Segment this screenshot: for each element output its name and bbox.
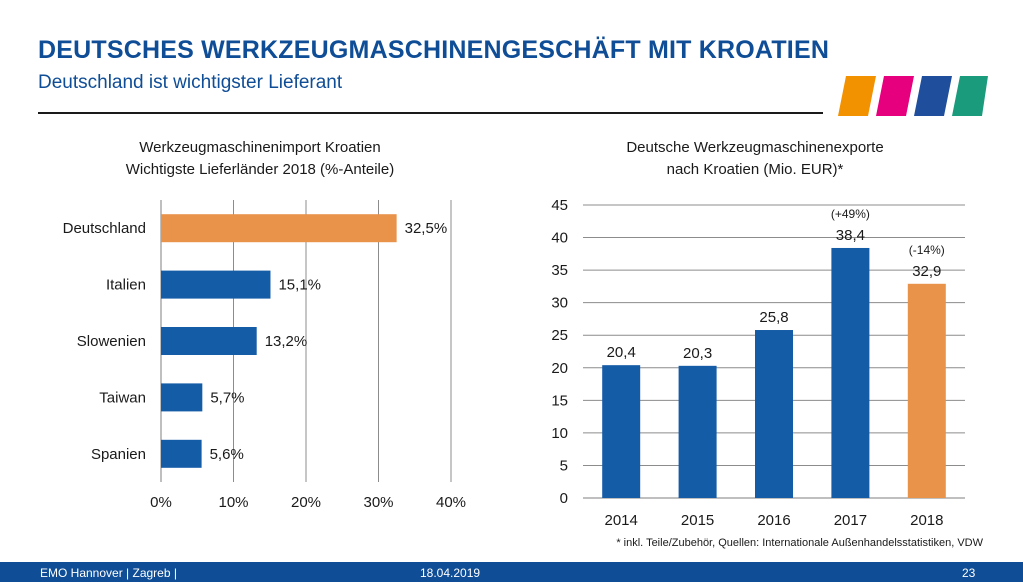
bar-taiwan [161, 383, 203, 412]
footer-page-number: 23 [962, 566, 976, 580]
x-tick-label: 2016 [757, 512, 790, 529]
x-tick-label: 0% [150, 494, 172, 511]
bar-spanien [161, 439, 202, 468]
data-label: 5,6% [210, 446, 244, 463]
import-chart-title: Werkzeugmaschinenimport Kroatien Wichtig… [60, 137, 460, 181]
export-bar-chart: 0 5 10 15 20 25 30 35 40 45 2014 20,4 2015 20,3 2016 25… [551, 197, 965, 529]
y-tick-label: 20 [551, 360, 568, 377]
export-chart-title-line2: nach Kroatien (Mio. EUR)* [666, 161, 844, 178]
change-annotation: (-14%) [909, 243, 945, 257]
category-label: Deutschland [63, 220, 146, 237]
x-tick-label: 20% [291, 494, 321, 511]
x-tick-label: 2018 [910, 512, 943, 529]
import-chart-title-line2: Wichtigste Lieferländer 2018 (%-Anteile) [125, 161, 395, 178]
x-tick-label: 2015 [681, 512, 714, 529]
y-tick-label: 35 [551, 262, 568, 279]
footer-event: EMO Hannover | Zagreb | [40, 566, 177, 580]
y-tick-label: 0 [560, 490, 568, 507]
footer-date: 18.04.2019 [420, 566, 481, 580]
logo-stripe-blue [914, 76, 952, 116]
logo-stripe-magenta [876, 76, 914, 116]
bar-deutschland [161, 214, 397, 243]
bar-2015 [678, 365, 717, 498]
data-label: 5,7% [210, 389, 244, 406]
category-label: Italien [106, 277, 146, 294]
y-tick-label: 25 [551, 327, 568, 344]
category-label: Taiwan [99, 389, 146, 406]
data-label: 32,9 [912, 263, 941, 280]
y-tick-label: 15 [551, 392, 568, 409]
bar-2014 [602, 365, 641, 498]
data-label: 32,5% [405, 220, 448, 237]
footer-bar: EMO Hannover | Zagreb | 18.04.2019 23 [0, 562, 1023, 582]
category-label: Spanien [91, 446, 146, 463]
data-label: 20,3 [683, 345, 712, 362]
x-tick-label: 2017 [834, 512, 867, 529]
page-subtitle: Deutschland ist wichtigster Lieferant [38, 72, 343, 93]
y-tick-label: 40 [551, 230, 568, 247]
y-tick-label: 30 [551, 295, 568, 312]
y-tick-label: 45 [551, 197, 568, 214]
export-chart-title-line1: Deutsche Werkzeugmaschinenexporte [626, 139, 884, 156]
emo-logo-icon [838, 76, 988, 116]
import-chart-title-line1: Werkzeugmaschinenimport Kroatien [139, 139, 381, 156]
bar-italien [161, 270, 271, 299]
category-label: Slowenien [77, 333, 146, 350]
data-label: 38,4 [836, 227, 865, 244]
x-tick-label: 30% [363, 494, 393, 511]
x-tick-label: 40% [436, 494, 466, 511]
bar-slowenien [161, 327, 257, 355]
logo-stripe-orange [838, 76, 876, 116]
data-label: 25,8 [759, 309, 788, 326]
import-bar-chart: 0% 10% 20% 30% 40% Deutschland 32,5% Italien 15,… [63, 200, 466, 511]
change-annotation: (+49%) [831, 207, 870, 221]
data-label: 13,2% [265, 333, 308, 350]
y-tick-label: 5 [560, 457, 568, 474]
x-tick-label: 10% [218, 494, 248, 511]
export-chart-title: Deutsche Werkzeugmaschinenexporte nach K… [555, 137, 955, 181]
logo-stripe-green [952, 76, 988, 116]
bar-2016 [755, 330, 793, 498]
title-divider [38, 112, 823, 114]
y-tick-label: 10 [551, 425, 568, 442]
data-label: 20,4 [607, 344, 636, 361]
bar-2018 [907, 283, 946, 498]
data-label: 15,1% [278, 277, 321, 294]
x-tick-label: 2014 [605, 512, 638, 529]
bar-2017 [831, 247, 870, 498]
page-title: DEUTSCHES WERKZEUGMASCHINENGESCHÄFT MIT … [38, 36, 830, 64]
source-footnote: * inkl. Teile/Zubehör, Quellen: Internat… [616, 537, 983, 549]
